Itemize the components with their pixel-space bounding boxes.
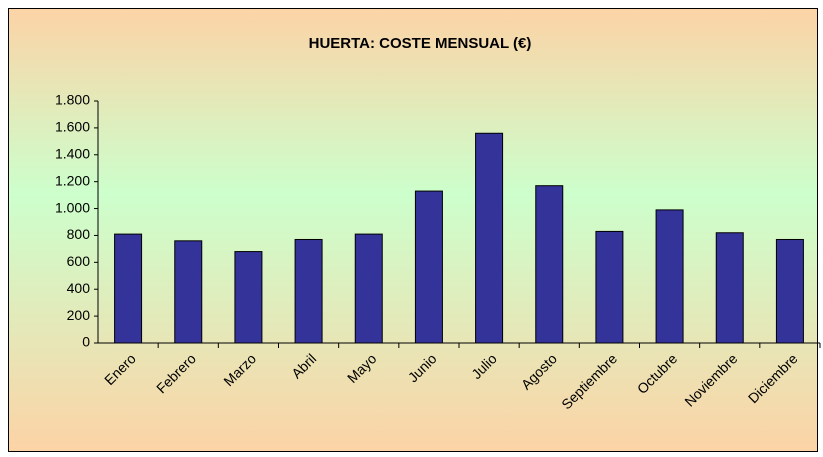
- bar: [114, 233, 143, 344]
- bar: [775, 238, 804, 344]
- y-tick-label: 400: [67, 280, 91, 296]
- bar: [294, 238, 323, 344]
- bar: [595, 230, 624, 344]
- bar: [414, 190, 443, 344]
- y-tick-label: 600: [67, 253, 91, 269]
- bar: [234, 251, 263, 344]
- bar: [475, 132, 504, 344]
- y-tick-label: 1.400: [55, 145, 90, 161]
- y-tick-label: 1.200: [55, 172, 90, 188]
- bar: [174, 240, 203, 344]
- y-tick-label: 0: [82, 334, 90, 350]
- y-tick-label: 200: [67, 307, 91, 323]
- chart-title: HUERTA: COSTE MENSUAL (€): [309, 35, 532, 52]
- bar: [535, 185, 564, 344]
- y-tick-label: 1.800: [55, 92, 90, 108]
- bar: [354, 233, 383, 344]
- y-tick-label: 800: [67, 226, 91, 242]
- bar: [715, 232, 744, 344]
- bar: [655, 209, 684, 344]
- y-tick-label: 1.000: [55, 199, 90, 215]
- y-tick-label: 1.600: [55, 119, 90, 135]
